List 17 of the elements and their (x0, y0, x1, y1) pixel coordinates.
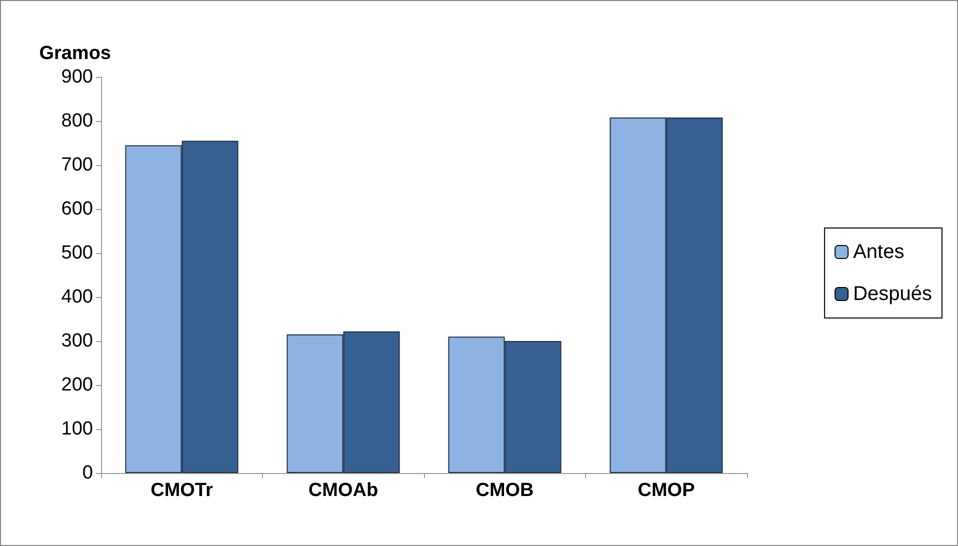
x-tick-label: CMOAb (308, 480, 378, 501)
x-tick-label: CMOB (476, 480, 534, 501)
y-tick-label: 400 (61, 286, 93, 308)
y-tick-label: 200 (61, 374, 93, 396)
y-tick-label: 600 (61, 198, 93, 220)
y-axis-title: Gramos (39, 43, 111, 64)
x-tick-label: CMOP (638, 480, 696, 501)
y-tick-label: 800 (61, 110, 93, 132)
y-tick-label: 300 (61, 330, 93, 352)
legend-label: Antes (853, 241, 904, 263)
y-tick-label: 500 (61, 242, 93, 264)
y-tick-label: 100 (61, 418, 93, 440)
y-tick-label: 700 (61, 154, 93, 176)
legend-label: Después (853, 283, 932, 305)
y-tick-label: 0 (82, 462, 93, 484)
y-tick-label: 900 (61, 66, 93, 88)
x-tick-label: CMOTr (150, 480, 214, 501)
